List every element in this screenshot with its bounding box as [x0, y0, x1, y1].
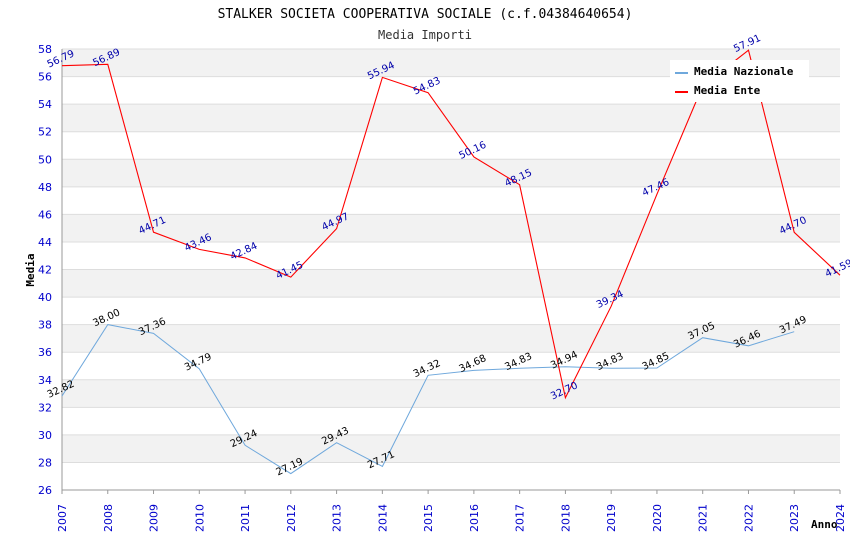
- y-tick-label: 44: [38, 236, 52, 249]
- y-tick-label: 32: [38, 401, 52, 414]
- y-tick-label: 40: [38, 291, 52, 304]
- y-tick-label: 30: [38, 429, 52, 442]
- y-axis-label: Media: [24, 253, 37, 286]
- x-tick-label: 2020: [651, 504, 664, 532]
- x-tick-label: 2016: [468, 504, 481, 532]
- y-tick-label: 58: [38, 43, 52, 56]
- legend-label-media-ente: Media Ente: [694, 84, 761, 97]
- x-tick-label: 2008: [102, 504, 115, 532]
- grid-band: [62, 104, 840, 132]
- grid-band: [62, 379, 840, 408]
- y-tick-label: 38: [38, 319, 52, 332]
- y-tick-label: 34: [38, 374, 52, 387]
- x-tick-label: 2023: [788, 504, 801, 532]
- y-axis: 26 28 30 32 34 36 38 40 42 44 46 48 50 52 54 56 58: [38, 43, 63, 497]
- y-tick-label: 28: [38, 456, 52, 469]
- gridlines: [62, 48, 840, 491]
- data-label: 34.83: [503, 351, 534, 373]
- x-tick-label: 2009: [148, 504, 161, 532]
- chart-subtitle: Media Importi: [378, 28, 472, 42]
- x-tick-label: 2018: [559, 504, 572, 532]
- x-tick-label: 2015: [422, 504, 435, 532]
- x-axis: 2007 2008 2009 2010 2011 2012 2013 2014 2015 2016…: [56, 489, 847, 532]
- x-tick-label: 2012: [285, 504, 298, 532]
- legend: Media Nazionale Media Ente: [670, 60, 809, 102]
- data-label: 34.83: [595, 351, 626, 373]
- x-tick-label: 2011: [239, 504, 252, 532]
- grid-band: [62, 269, 840, 298]
- y-tick-label: 56: [38, 71, 52, 84]
- x-tick-label: 2013: [331, 504, 344, 532]
- data-label: 34.68: [458, 353, 489, 375]
- data-label: 34.79: [183, 352, 214, 374]
- grid-band: [62, 214, 840, 242]
- grid-band: [62, 159, 840, 187]
- x-tick-label: 2019: [605, 504, 618, 532]
- data-label: 54.83: [412, 75, 443, 97]
- data-label: 34.94: [549, 349, 580, 371]
- y-tick-label: 48: [38, 181, 52, 194]
- x-tick-label: 2022: [742, 504, 755, 532]
- x-tick-label: 2010: [193, 504, 206, 532]
- x-tick-label: 2014: [376, 504, 389, 532]
- y-tick-label: 36: [38, 346, 52, 359]
- data-label: 50.16: [458, 140, 489, 162]
- x-tick-label: 2017: [514, 504, 527, 532]
- x-axis-label: Anno: [811, 518, 838, 531]
- x-tick-label: 2021: [697, 504, 710, 532]
- chart-title: STALKER SOCIETA COOPERATIVA SOCIALE (c.f…: [218, 7, 633, 22]
- y-tick-label: 26: [38, 484, 52, 497]
- legend-box: [670, 60, 809, 102]
- grid-band: [62, 434, 840, 463]
- legend-label-media-nazionale: Media Nazionale: [694, 65, 794, 78]
- plot-background: [62, 49, 840, 463]
- grid-band: [62, 324, 840, 353]
- y-tick-label: 54: [38, 98, 52, 111]
- series-line-media-nazionale: [61, 324, 795, 475]
- y-tick-label: 42: [38, 264, 52, 277]
- y-tick-label: 50: [38, 153, 52, 166]
- data-label: 34.85: [641, 351, 672, 373]
- x-tick-label: 2024: [834, 504, 847, 532]
- x-tick-label: 2007: [56, 504, 69, 532]
- y-tick-label: 46: [38, 208, 52, 221]
- y-tick-label: 52: [38, 126, 52, 139]
- data-label: 42.84: [229, 241, 260, 263]
